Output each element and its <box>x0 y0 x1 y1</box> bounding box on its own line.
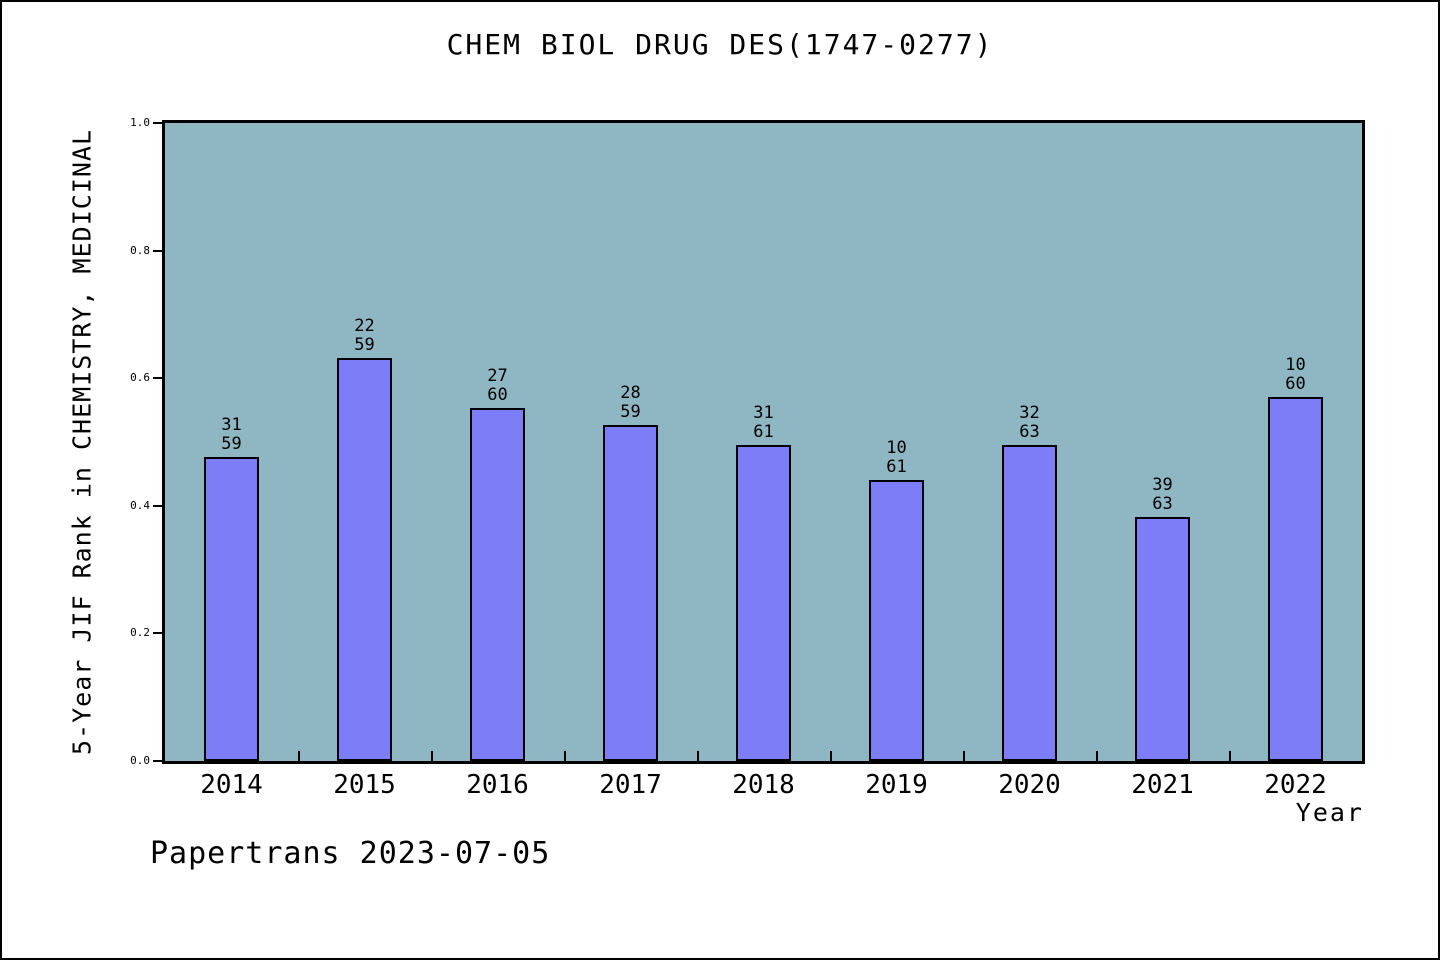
x-tick-mark <box>1229 751 1231 761</box>
bar-value-label: 28 59 <box>573 384 688 422</box>
bar <box>1002 445 1057 761</box>
x-tick-label: 2014 <box>200 770 263 800</box>
y-axis-title: 5-Year JIF Rank in CHEMISTRY, MEDICINAL <box>67 129 97 755</box>
bar-value-label: 10 61 <box>839 439 954 477</box>
x-tick-mark <box>697 751 699 761</box>
bar-rank: 27 <box>487 366 508 386</box>
bar-total: 63 <box>1019 422 1040 442</box>
y-tick-mark <box>153 377 162 380</box>
bar <box>1268 397 1323 761</box>
y-tick-label: 0.0 <box>130 754 150 767</box>
bar-rank: 32 <box>1019 403 1040 423</box>
x-tick-mark <box>830 751 832 761</box>
y-tick-label: 1.0 <box>130 116 150 129</box>
bar-rank: 39 <box>1152 475 1173 495</box>
bar <box>470 408 525 761</box>
bar-value-label: 27 60 <box>440 367 555 405</box>
x-tick-label: 2020 <box>998 770 1061 800</box>
y-tick-mark <box>153 760 162 762</box>
bar <box>736 445 791 761</box>
bar <box>603 425 658 761</box>
bar-total: 60 <box>487 385 508 405</box>
x-tick-mark <box>963 751 965 761</box>
bar-value-label: 39 63 <box>1105 476 1220 514</box>
y-tick-label: 0.2 <box>130 626 150 640</box>
x-tick-label: 2017 <box>599 770 662 800</box>
bar <box>204 457 259 761</box>
x-tick-label: 2019 <box>865 770 928 800</box>
bar-value-label: 31 59 <box>174 416 289 454</box>
x-tick-mark <box>564 751 566 761</box>
bar-total: 59 <box>221 434 242 454</box>
y-tick-mark <box>153 504 162 507</box>
bar-value-label: 32 63 <box>972 404 1087 442</box>
bar <box>1135 517 1190 761</box>
chart-title: CHEM BIOL DRUG DES(1747-0277) <box>446 28 994 61</box>
y-tick-mark <box>153 249 162 252</box>
bar-total: 59 <box>354 335 375 355</box>
bar-rank: 10 <box>1285 355 1306 375</box>
y-tick-mark <box>153 632 162 635</box>
bar-total: 60 <box>1285 374 1306 394</box>
x-tick-label: 2015 <box>333 770 396 800</box>
bar-rank: 31 <box>221 415 242 435</box>
y-tick-label: 0.4 <box>130 498 150 512</box>
bar-rank: 10 <box>886 438 907 458</box>
x-axis-title: Year <box>1295 798 1364 827</box>
x-tick-label: 2016 <box>466 770 529 800</box>
x-tick-mark <box>298 751 300 761</box>
bar-total: 61 <box>886 457 907 477</box>
bar-total: 61 <box>753 422 774 442</box>
x-tick-label: 2021 <box>1131 770 1194 800</box>
bar <box>869 480 924 761</box>
bar-value-label: 10 60 <box>1238 356 1353 394</box>
bar-total: 59 <box>620 402 641 422</box>
bar-rank: 28 <box>620 383 641 403</box>
bar-total: 63 <box>1152 494 1173 514</box>
bar-value-label: 31 61 <box>706 404 821 442</box>
x-tick-label: 2018 <box>732 770 795 800</box>
x-tick-mark <box>431 751 433 761</box>
x-tick-label: 2022 <box>1264 770 1327 800</box>
bar-rank: 22 <box>354 316 375 336</box>
y-tick-label: 0.8 <box>130 243 150 257</box>
y-tick-mark <box>153 122 162 124</box>
bar <box>337 358 392 761</box>
bar-value-label: 22 59 <box>307 317 422 355</box>
bar-rank: 31 <box>753 403 774 423</box>
watermark-text: Papertrans 2023-07-05 <box>150 836 551 871</box>
y-tick-label: 0.6 <box>130 371 150 385</box>
plot-area: 31 59 22 59 27 60 28 59 31 61 10 61 32 63 39 63 10 60 <box>162 120 1365 764</box>
x-tick-mark <box>1096 751 1098 761</box>
